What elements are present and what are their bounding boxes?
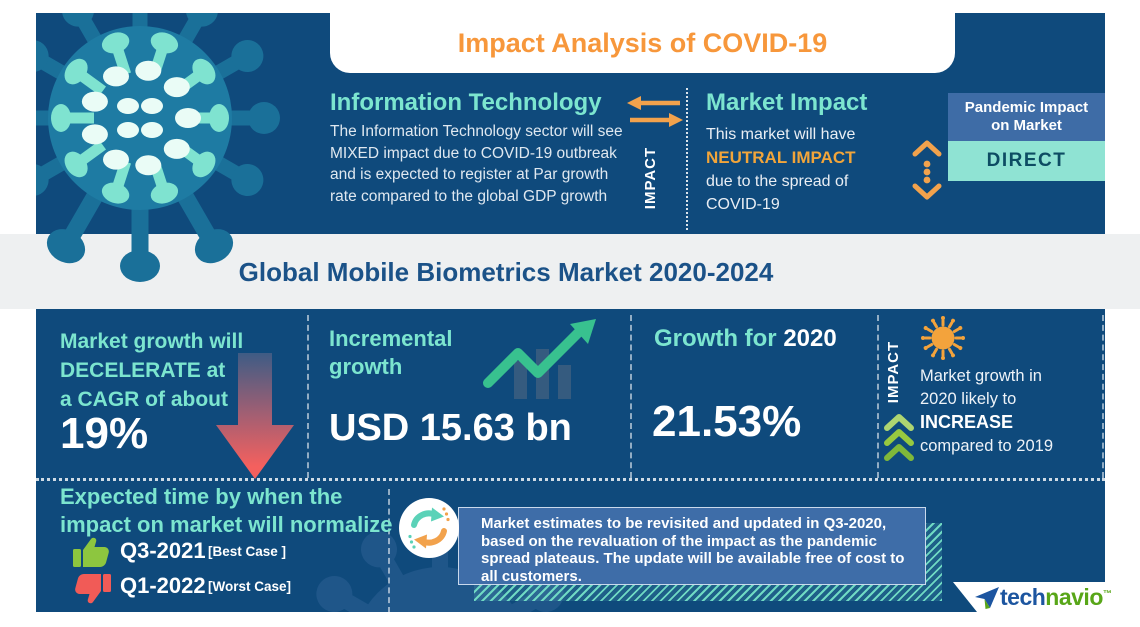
technavio-wordmark: technavio™	[1000, 584, 1112, 610]
page-title: Impact Analysis of COVID-19	[457, 28, 828, 58]
neutral-fluctuation-icon	[912, 140, 942, 200]
worst-case-label: [Worst Case]	[208, 579, 292, 594]
panel-divider	[307, 315, 309, 478]
market-title: Global Mobile Biometrics Market 2020-202…	[238, 257, 774, 287]
increase-highlight: INCREASE	[920, 412, 1014, 432]
incremental-growth-heading: Incremental growth	[329, 326, 453, 379]
market-impact-line1: This market will have	[706, 126, 856, 143]
pandemic-impact-label-box: Pandemic Impact on Market	[948, 93, 1105, 141]
mixed-impact-arrows-icon	[627, 96, 683, 127]
panel-divider	[1102, 315, 1104, 478]
best-case-value: Q3-2021	[120, 538, 206, 563]
incremental-growth-value: USD 15.63 bn	[329, 407, 572, 449]
market-impact-line3: COVID-19	[706, 196, 780, 213]
pandemic-impact-value-box: DIRECT	[948, 141, 1105, 181]
technavio-plane-icon	[975, 587, 999, 609]
decline-arrow-icon	[216, 353, 294, 479]
panel-divider	[877, 315, 879, 478]
thumbs-up-icon	[73, 537, 109, 567]
market-impact-heading: Market Impact	[706, 89, 868, 116]
thumbs-down-icon	[75, 574, 111, 604]
panel-divider	[630, 315, 632, 478]
sector-heading: Information Technology	[330, 89, 602, 116]
growth-trend-icon	[483, 319, 596, 399]
header-panel: Impact Analysis of COVID-19 Information …	[36, 13, 1105, 234]
growth-2020-heading: Growth for 2020	[654, 325, 837, 352]
technavio-logo: technavio™	[953, 582, 1140, 612]
worst-case-value: Q1-2022	[120, 573, 206, 598]
update-note: Market estimates to be revisited and upd…	[458, 507, 926, 585]
impact-axis-label: IMPACT	[641, 146, 659, 210]
coronavirus-illustration	[36, 13, 346, 303]
title-banner: Impact Analysis of COVID-19	[330, 13, 955, 73]
increase-chevrons-icon	[884, 414, 914, 461]
header-divider	[686, 88, 688, 230]
refresh-icon	[399, 498, 459, 558]
best-case-label: [Best Case ]	[208, 544, 287, 559]
sector-description: The Information Technology sector will s…	[330, 123, 623, 205]
bottom-divider	[388, 489, 390, 612]
market-title-band: Global Mobile Biometrics Market 2020-202…	[0, 234, 1140, 309]
normalize-heading: Expected time by when the impact on mark…	[60, 484, 393, 537]
neutral-impact-highlight: NEUTRAL IMPACT	[706, 148, 856, 167]
growth-2020-value: 21.53%	[652, 397, 802, 446]
cagr-heading: Market growth will DECELERATE at a CAGR …	[60, 330, 244, 411]
market-impact-text: This market will have NEUTRAL IMPACT due…	[706, 123, 926, 216]
horizontal-divider	[36, 478, 1105, 481]
main-panel: Market growth will DECELERATE at a CAGR …	[36, 309, 1105, 612]
pandemic-impact-value: DIRECT	[986, 150, 1067, 171]
impact-axis-label: IMPACT	[884, 340, 902, 404]
virus-icon	[920, 315, 966, 361]
market-impact-line2: due to the spread of	[706, 173, 849, 190]
cagr-value: 19%	[60, 409, 149, 458]
impact-2020-text: Market growth in 2020 likely to INCREASE…	[920, 367, 1054, 455]
